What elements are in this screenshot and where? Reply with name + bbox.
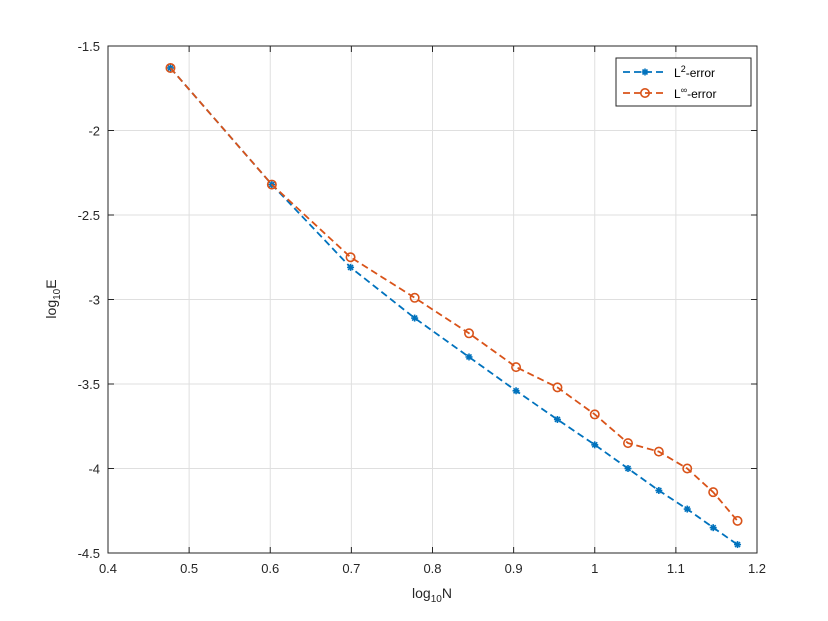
y-tick-label: -1.5 — [78, 39, 100, 54]
data-point — [411, 314, 419, 322]
data-point — [552, 382, 563, 393]
data-point — [623, 438, 634, 449]
data-point — [655, 486, 663, 494]
x-tick-label: 0.5 — [180, 561, 198, 576]
x-tick-label: 0.4 — [99, 561, 117, 576]
data-point — [165, 62, 176, 73]
data-point — [512, 387, 520, 395]
y-tick-label: -4 — [88, 462, 100, 477]
legend-marker-l2 — [641, 68, 649, 76]
data-point — [732, 515, 743, 526]
legend-label-l2: L2-error — [674, 64, 715, 80]
series-layer — [165, 62, 743, 549]
data-point — [347, 263, 355, 271]
data-point — [409, 292, 420, 303]
legend-marker-linf — [639, 88, 650, 99]
y-tick-label: -2 — [88, 124, 100, 139]
x-tick-label: 1.1 — [667, 561, 685, 576]
data-point — [708, 487, 719, 498]
data-point — [464, 328, 475, 339]
data-point — [345, 252, 356, 263]
y-tick-label: -2.5 — [78, 208, 100, 223]
x-tick-label: 0.8 — [423, 561, 441, 576]
data-point — [624, 465, 632, 472]
data-point — [166, 64, 174, 72]
legend-box — [615, 57, 752, 107]
x-axis-label: log10N — [412, 585, 452, 605]
series-line-linf — [169, 67, 739, 522]
data-point — [591, 441, 599, 449]
axis-ticks: 0.4 0.5 0.6 0.7 0.8 0.9 1 1.1 1.2 -1.5 -2 -2.5 -3 -3.… — [78, 39, 766, 576]
data-point — [465, 353, 473, 361]
data-point — [682, 463, 693, 474]
y-tick-label: -4.5 — [78, 546, 100, 561]
legend-marker — [641, 68, 649, 76]
data-point — [653, 446, 664, 457]
y-axis-label: log10E — [43, 279, 63, 318]
legend-marker — [639, 88, 650, 99]
data-point — [511, 362, 522, 373]
data-point — [266, 179, 277, 190]
x-tick-label: 0.7 — [342, 561, 360, 576]
data-point — [683, 505, 691, 513]
data-point — [709, 524, 717, 532]
data-point — [553, 415, 561, 423]
legend-label-linf: L∞-error — [674, 85, 716, 101]
legend: L2-error L∞-error — [615, 57, 752, 107]
data-point — [589, 409, 600, 420]
x-tick-label: 0.9 — [505, 561, 523, 576]
data-point — [734, 541, 742, 549]
x-tick-label: 1 — [591, 561, 598, 576]
x-tick-label: 0.6 — [261, 561, 279, 576]
y-tick-label: -3.5 — [78, 377, 100, 392]
y-tick-label: -3 — [88, 293, 100, 308]
x-tick-label: 1.2 — [748, 561, 766, 576]
